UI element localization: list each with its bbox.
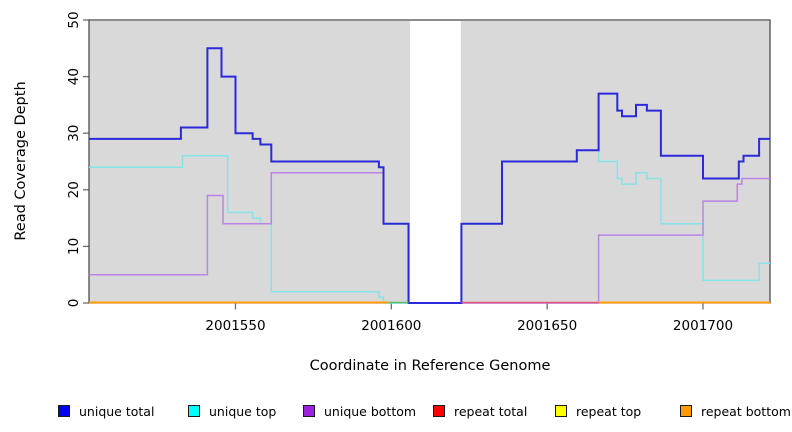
legend-swatch-icon [303, 405, 315, 417]
legend-label: unique top [209, 403, 277, 419]
legend-label: unique total [79, 403, 155, 419]
legend-label: repeat top [576, 403, 642, 419]
legend-item-unique-total: unique total [58, 402, 154, 420]
legend-swatch-icon [188, 405, 200, 417]
legend-item-unique-top: unique top [188, 402, 276, 420]
y-axis-title: Read Coverage Depth [13, 81, 29, 241]
legend-swatch-icon [433, 405, 445, 417]
masked-region [410, 21, 461, 303]
legend-swatch-icon [680, 405, 692, 417]
series-line-unique-total [89, 47, 770, 304]
legend-item-unique-bottom: unique bottom [303, 402, 416, 420]
legend-item-repeat-top: repeat top [555, 402, 641, 420]
legend: unique total unique top unique bottom repea… [0, 402, 792, 422]
legend-item-repeat-bottom: repeat bottom [680, 402, 791, 420]
legend-swatch-icon [58, 405, 70, 417]
y-tick-label: 50 [66, 11, 82, 28]
x-axis-title: Coordinate in Reference Genome [309, 358, 551, 374]
y-tick-label: 0 [66, 299, 82, 308]
x-tick-label: 2001600 [361, 318, 421, 334]
y-tick-label: 30 [66, 125, 82, 142]
x-tick-label: 2001700 [673, 318, 733, 334]
legend-label: repeat bottom [701, 403, 791, 419]
legend-label: unique bottom [324, 403, 417, 419]
legend-swatch-icon [555, 405, 567, 417]
x-tick-label: 2001650 [517, 318, 577, 334]
legend-item-repeat-total: repeat total [433, 402, 527, 420]
y-tick-label: 10 [66, 238, 82, 255]
y-tick-label: 40 [66, 68, 82, 85]
legend-label: repeat total [454, 403, 528, 419]
y-tick-label: 20 [66, 181, 82, 198]
x-tick-label: 2001550 [205, 318, 265, 334]
